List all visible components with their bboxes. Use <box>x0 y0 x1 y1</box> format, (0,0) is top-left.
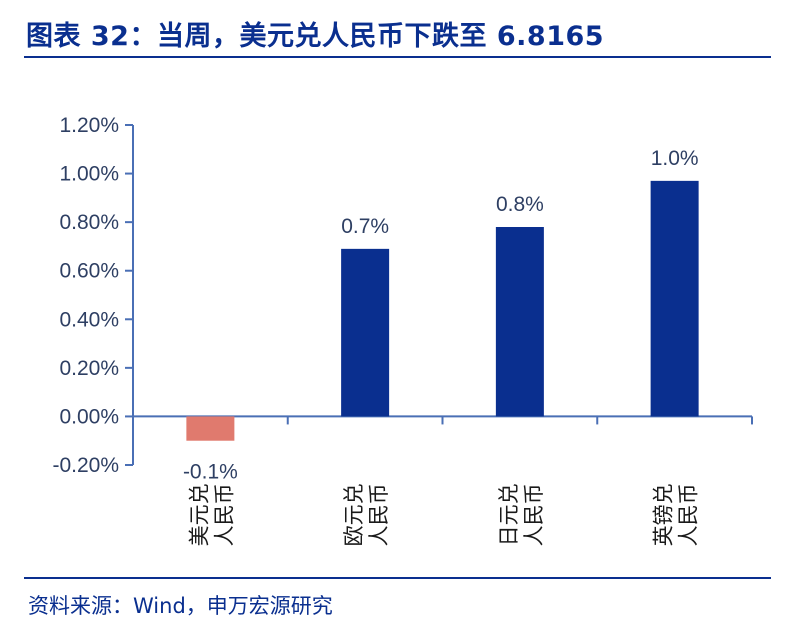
footer-divider <box>24 577 771 579</box>
x-category-line: 英镑兑 <box>652 483 676 546</box>
y-tick-label: -0.20% <box>52 454 119 477</box>
x-category-label: 日元兑人民币 <box>497 483 546 546</box>
y-tick-label: 0.80% <box>59 211 119 234</box>
x-category-text: 日元兑人民币 <box>497 483 546 546</box>
data-label-3: 0.8% <box>496 193 544 216</box>
data-label-2: 0.7% <box>341 215 389 238</box>
bar-2 <box>341 248 390 417</box>
x-category-text: 美元兑人民币 <box>187 483 236 546</box>
bar-3 <box>495 227 544 417</box>
x-category-line: 美元兑 <box>187 483 211 546</box>
y-tick-label: 0.60% <box>59 260 119 283</box>
bar-1 <box>186 416 235 441</box>
y-tick-label: 1.20% <box>59 114 119 137</box>
x-category-line: 人民币 <box>522 483 546 546</box>
y-tick-label: 1.00% <box>59 163 119 186</box>
x-category-line: 日元兑 <box>497 483 521 546</box>
x-category-label: 美元兑人民币 <box>187 483 236 546</box>
data-label-4: 1.0% <box>651 147 699 170</box>
x-category-label: 英镑兑人民币 <box>652 483 701 546</box>
x-category-line: 人民币 <box>677 483 701 546</box>
y-tick-label: 0.20% <box>59 357 119 380</box>
source-note: 资料来源：Wind，申万宏源研究 <box>28 594 333 618</box>
y-tick-label: 0.00% <box>59 405 119 428</box>
data-label-1: -0.1% <box>183 460 238 483</box>
x-category-text: 欧元兑人民币 <box>342 483 391 546</box>
x-category-line: 人民币 <box>367 483 391 546</box>
x-category-line: 人民币 <box>212 483 236 546</box>
x-category-line: 欧元兑 <box>342 483 366 546</box>
x-category-text: 英镑兑人民币 <box>652 483 701 546</box>
title-divider <box>24 56 771 58</box>
page-title: 图表 32：当周，美元兑人民币下跌至 6.8165 <box>26 21 605 52</box>
bar-4 <box>650 180 699 417</box>
x-category-label: 欧元兑人民币 <box>342 483 391 546</box>
y-tick-label: 0.40% <box>59 308 119 331</box>
